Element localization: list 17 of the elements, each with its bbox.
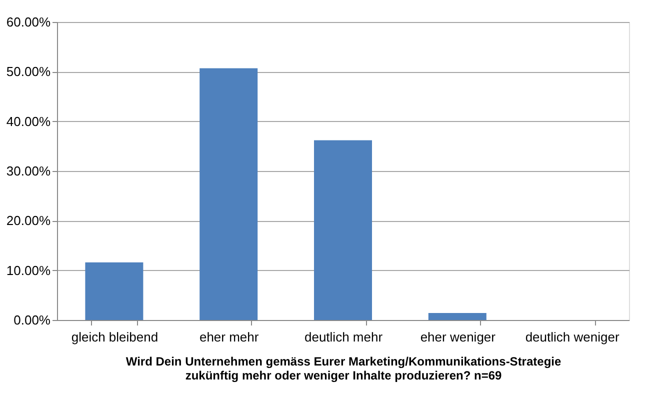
x-tick-label: eher mehr [199, 330, 260, 344]
y-tick-label: 50.00% [6, 64, 51, 80]
y-tick-label: 0.00% [14, 312, 51, 328]
x-tick-label: deutlich weniger [525, 330, 620, 344]
x-axis-title: Wird Dein Unternehmen gemäss Eurer Marketing/Kommunikations-Strategie zukünftig mehr oder weniger Inhalte produzieren? n=69 [126, 354, 562, 382]
x-tick-label: eher weniger [420, 330, 496, 344]
bar [200, 68, 258, 320]
bar [85, 262, 144, 320]
y-tick-label: 30.00% [6, 164, 51, 178]
y-tick-label: 20.00% [6, 213, 51, 228]
y-tick-label: 40.00% [6, 114, 51, 129]
x-tick-label: deutlich mehr [304, 330, 384, 344]
y-tick-label: 60.00% [6, 14, 51, 30]
bar [314, 140, 372, 320]
x-tick-label: gleich bleibend [71, 330, 158, 344]
y-tick-label: 10.00% [6, 262, 51, 278]
bar [428, 313, 486, 320]
